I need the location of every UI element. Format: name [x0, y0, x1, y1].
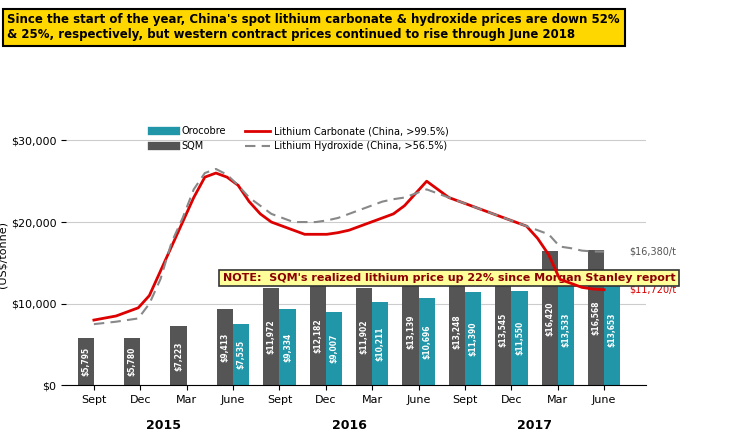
- Text: $11,972: $11,972: [267, 319, 276, 354]
- Text: $16,420: $16,420: [545, 301, 554, 336]
- Bar: [124, 338, 140, 385]
- Text: $13,653: $13,653: [608, 312, 617, 347]
- Bar: [356, 288, 372, 385]
- Bar: [604, 274, 620, 385]
- Bar: [233, 324, 250, 385]
- Bar: [170, 326, 186, 385]
- Text: $11,720/t: $11,720/t: [630, 285, 677, 295]
- Bar: [495, 275, 512, 385]
- Text: $13,545: $13,545: [499, 313, 508, 347]
- Legend: Orocobre, SQM, Lithium Carbonate (China, >99.5%), Lithium Hydroxide (China, >56.: Orocobre, SQM, Lithium Carbonate (China,…: [152, 126, 449, 151]
- Y-axis label: Lithium Price
(US$/tonne): Lithium Price (US$/tonne): [0, 218, 8, 291]
- Bar: [402, 278, 418, 385]
- Text: $10,211: $10,211: [376, 326, 385, 361]
- Bar: [310, 286, 326, 385]
- Text: $13,248: $13,248: [452, 314, 462, 349]
- Text: NOTE:  SQM's realized lithium price up 22% since Morgan Stanley report: NOTE: SQM's realized lithium price up 22…: [222, 273, 675, 283]
- Bar: [418, 298, 435, 385]
- Text: $16,380/t: $16,380/t: [630, 247, 677, 256]
- Bar: [280, 309, 296, 385]
- Text: $13,139: $13,139: [406, 315, 415, 349]
- Text: 2017: 2017: [517, 420, 552, 432]
- Text: $11,550: $11,550: [515, 321, 524, 355]
- Text: $9,007: $9,007: [330, 334, 338, 363]
- Bar: [264, 288, 280, 385]
- Text: $16,568: $16,568: [592, 300, 600, 335]
- Text: $5,780: $5,780: [128, 347, 137, 377]
- Text: $7,535: $7,535: [236, 340, 246, 369]
- Bar: [78, 338, 94, 385]
- Bar: [372, 302, 388, 385]
- Bar: [558, 275, 574, 385]
- Text: $9,334: $9,334: [283, 333, 292, 362]
- Text: $13,533: $13,533: [562, 313, 570, 347]
- Bar: [512, 291, 528, 385]
- Text: 2015: 2015: [146, 420, 181, 432]
- Text: 2016: 2016: [332, 420, 366, 432]
- Bar: [448, 277, 465, 385]
- Bar: [542, 251, 558, 385]
- Bar: [588, 250, 604, 385]
- Text: $10,696: $10,696: [422, 324, 432, 359]
- Text: $11,390: $11,390: [468, 322, 478, 356]
- Bar: [217, 308, 233, 385]
- Text: $7,223: $7,223: [174, 341, 183, 371]
- Text: $11,902: $11,902: [360, 319, 368, 354]
- Bar: [465, 292, 482, 385]
- Text: $9,413: $9,413: [220, 332, 230, 361]
- Text: $5,795: $5,795: [81, 347, 90, 376]
- Text: Since the start of the year, China's spot lithium carbonate & hydroxide prices a: Since the start of the year, China's spo…: [7, 13, 620, 41]
- Text: $12,182: $12,182: [313, 319, 322, 353]
- Bar: [326, 312, 342, 385]
